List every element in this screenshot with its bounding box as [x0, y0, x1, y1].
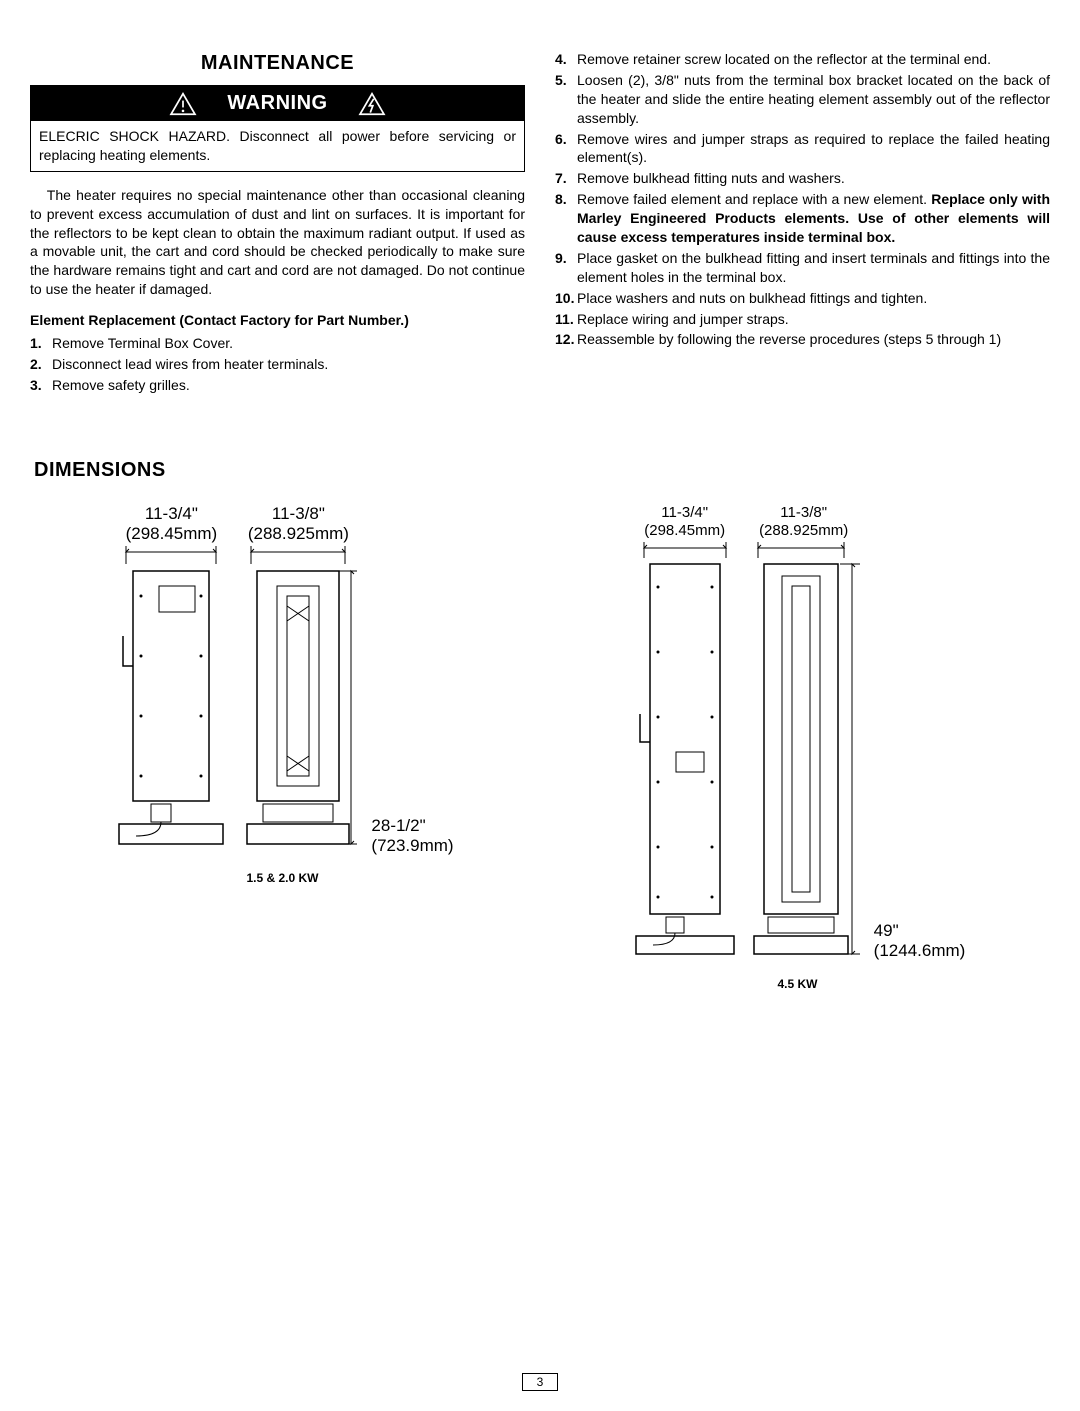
- kw-label-small: 1.5 & 2.0 KW: [246, 870, 318, 886]
- shock-triangle-icon: [358, 92, 386, 116]
- diagram-group-small: 11-3/4" (298.45mm): [30, 504, 535, 992]
- side-view-small: 11-3/4" (298.45mm): [111, 504, 231, 857]
- step-4: Remove retainer screw located on the ref…: [555, 50, 1050, 69]
- right-column: Remove retainer screw located on the ref…: [555, 50, 1050, 397]
- page-number: 3: [30, 1372, 1050, 1391]
- steps-right: Remove retainer screw located on the ref…: [555, 50, 1050, 349]
- heater-side-large-icon: [630, 542, 740, 962]
- kw-label-large: 4.5 KW: [777, 976, 817, 992]
- element-replacement-heading: Element Replacement (Contact Factory for…: [30, 311, 525, 330]
- front-view-large: 11-3/8" (288.925mm): [748, 504, 860, 962]
- height-label-large: 49" (1244.6mm): [874, 921, 966, 962]
- step-2: Disconnect lead wires from heater termin…: [30, 355, 525, 374]
- maintenance-intro: The heater requires no special maintenan…: [30, 186, 525, 299]
- step-8: Remove failed element and replace with a…: [555, 190, 1050, 247]
- diagrams-row: 11-3/4" (298.45mm): [30, 504, 1050, 992]
- step-10: Place washers and nuts on bulkhead fitti…: [555, 289, 1050, 308]
- steps-left: Remove Terminal Box Cover. Disconnect le…: [30, 334, 525, 395]
- step-11: Replace wiring and jumper straps.: [555, 310, 1050, 329]
- left-column: MAINTENANCE WARNING ELECRIC SHOCK HAZARD…: [30, 50, 525, 397]
- heater-side-small-icon: [111, 546, 231, 856]
- warning-box: WARNING ELECRIC SHOCK HAZARD. Disconnect…: [30, 85, 525, 172]
- warning-header: WARNING: [31, 86, 524, 121]
- step-7: Remove bulkhead fitting nuts and washers…: [555, 169, 1050, 188]
- heater-front-small-icon: [239, 546, 357, 856]
- warning-word: WARNING: [227, 90, 327, 117]
- step-9: Place gasket on the bulkhead fitting and…: [555, 249, 1050, 287]
- height-label-small: 28-1/2" (723.9mm): [371, 816, 453, 857]
- dimensions-title: DIMENSIONS: [34, 457, 1050, 484]
- warning-triangle-icon: [169, 92, 197, 116]
- step-12: Reassemble by following the reverse proc…: [555, 330, 1050, 349]
- front-view-small: 11-3/8" (288.925mm): [239, 504, 357, 857]
- heater-front-large-icon: [748, 542, 860, 962]
- side-view-large: 11-3/4" (298.45mm): [630, 504, 740, 962]
- step-3: Remove safety grilles.: [30, 376, 525, 395]
- step-6: Remove wires and jumper straps as requir…: [555, 130, 1050, 168]
- step-5: Loosen (2), 3/8" nuts from the terminal …: [555, 71, 1050, 128]
- diagram-group-large: 11-3/4" (298.45mm): [545, 504, 1050, 992]
- step-1: Remove Terminal Box Cover.: [30, 334, 525, 353]
- maintenance-title: MAINTENANCE: [30, 50, 525, 77]
- warning-text: ELECRIC SHOCK HAZARD. Disconnect all pow…: [31, 121, 524, 171]
